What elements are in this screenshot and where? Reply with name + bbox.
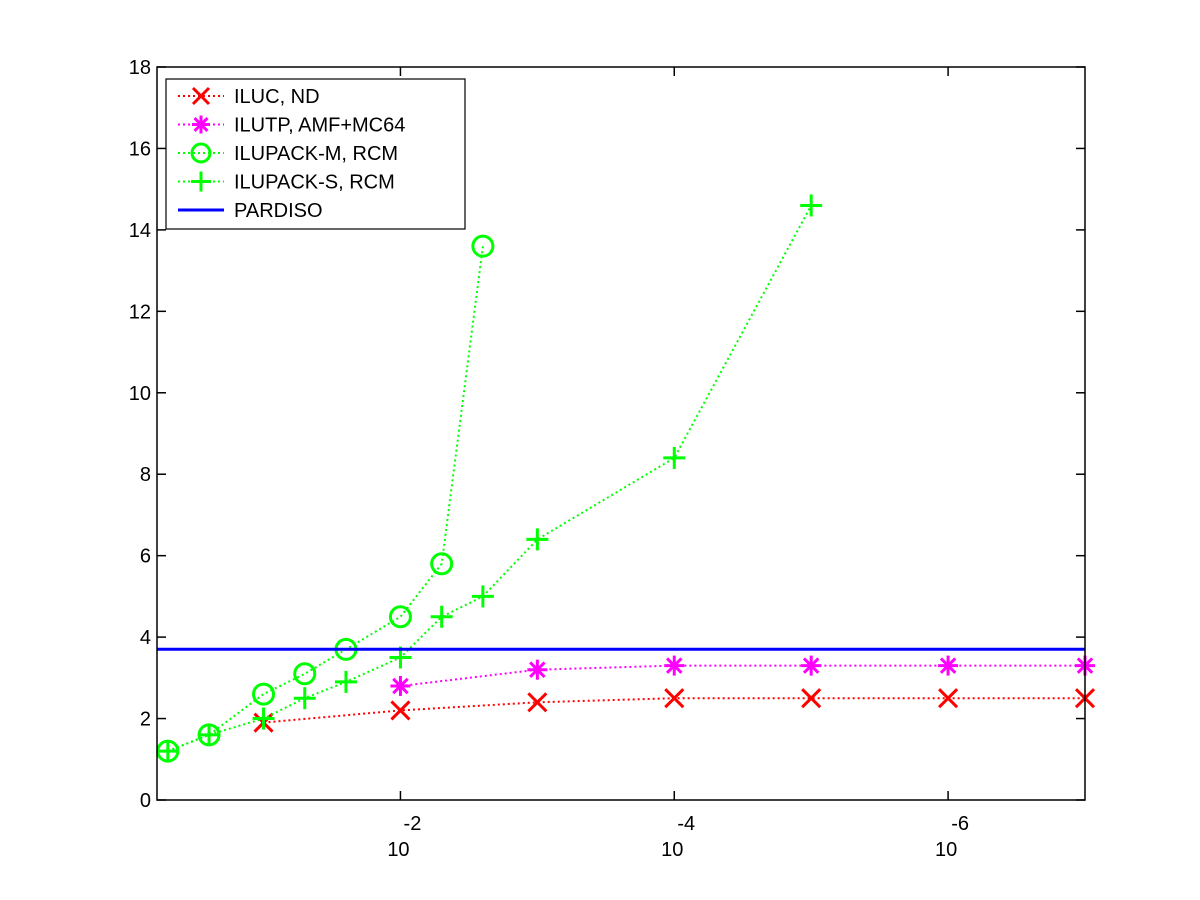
y-tick-label: 6 xyxy=(140,546,151,568)
y-tick-label: 18 xyxy=(129,57,151,79)
data-point xyxy=(388,605,412,629)
y-tick-label: 14 xyxy=(129,220,151,242)
series-0 xyxy=(253,688,1096,733)
data-point xyxy=(526,528,549,551)
data-point xyxy=(471,234,495,258)
y-tick-label: 12 xyxy=(129,301,151,323)
data-point xyxy=(663,446,686,469)
series-3 xyxy=(156,194,823,763)
x-tick-label-base: 10 xyxy=(661,839,683,861)
data-point xyxy=(664,688,685,709)
data-point xyxy=(430,552,454,576)
legend: ILUC, ND ILUTP, AMF+MC64 ILUPACK-M, RCM ILU… xyxy=(165,78,466,230)
legend-marker xyxy=(190,142,212,164)
legend-item: ILUTP, AMF+MC64 xyxy=(178,115,405,137)
legend-label: ILUTP, AMF+MC64 xyxy=(234,115,405,137)
series-line xyxy=(400,664,1085,687)
data-point xyxy=(527,659,548,680)
y-axis: 0 2 4 6 8 10 12 14 16 18 xyxy=(129,57,1085,812)
y-tick-label: 4 xyxy=(140,627,151,649)
data-point xyxy=(471,585,494,608)
legend-label: ILUPACK-M, RCM xyxy=(234,143,398,165)
data-point xyxy=(334,670,357,693)
legend-label: PARDISO xyxy=(234,200,323,222)
y-tick-label: 2 xyxy=(140,709,151,731)
data-point xyxy=(664,655,685,676)
data-point xyxy=(198,723,221,746)
plot-frame xyxy=(156,66,1086,801)
legend-item: ILUPACK-S, RCM xyxy=(178,171,395,194)
x-tick-label-base: 10 xyxy=(387,839,409,861)
x-tick-label-exponent: -2 xyxy=(404,813,422,835)
y-tick-label: 0 xyxy=(140,790,151,812)
legend-marker xyxy=(191,86,211,106)
legend-label: ILUPACK-S, RCM xyxy=(234,172,395,194)
data-point xyxy=(293,662,317,686)
data-point xyxy=(252,707,275,730)
series-layer xyxy=(156,194,1096,763)
legend-item: PARDISO xyxy=(178,200,323,222)
data-point xyxy=(252,682,276,706)
y-tick-label: 10 xyxy=(129,383,151,405)
legend-item: ILUPACK-M, RCM xyxy=(178,142,398,165)
legend-marker xyxy=(191,171,211,192)
data-point xyxy=(938,655,959,676)
y-tick-label: 16 xyxy=(129,138,151,160)
data-point xyxy=(801,688,822,709)
legend-marker xyxy=(192,115,210,134)
legend-box xyxy=(165,78,466,230)
x-tick-label-base: 10 xyxy=(935,839,957,861)
data-point xyxy=(801,655,822,676)
data-point xyxy=(390,675,411,696)
x-tick-label-exponent: -4 xyxy=(677,813,695,835)
data-point xyxy=(938,688,959,709)
data-point xyxy=(293,687,316,710)
y-tick-label: 8 xyxy=(140,464,151,486)
data-point xyxy=(800,194,823,217)
x-tick-label-exponent: -6 xyxy=(951,813,969,835)
data-point xyxy=(156,740,179,763)
data-point xyxy=(390,700,411,721)
data-point xyxy=(430,605,453,628)
legend-item: ILUC, ND xyxy=(178,86,320,108)
data-point xyxy=(527,692,548,713)
x-axis: 10 -2 10 -4 10 -6 xyxy=(387,67,969,861)
legend-label: ILUC, ND xyxy=(234,86,320,108)
